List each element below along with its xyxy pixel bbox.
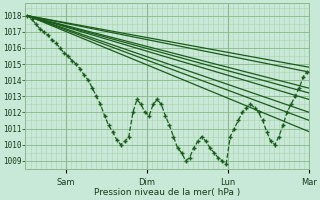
X-axis label: Pression niveau de la mer( hPa ): Pression niveau de la mer( hPa ) — [94, 188, 241, 197]
